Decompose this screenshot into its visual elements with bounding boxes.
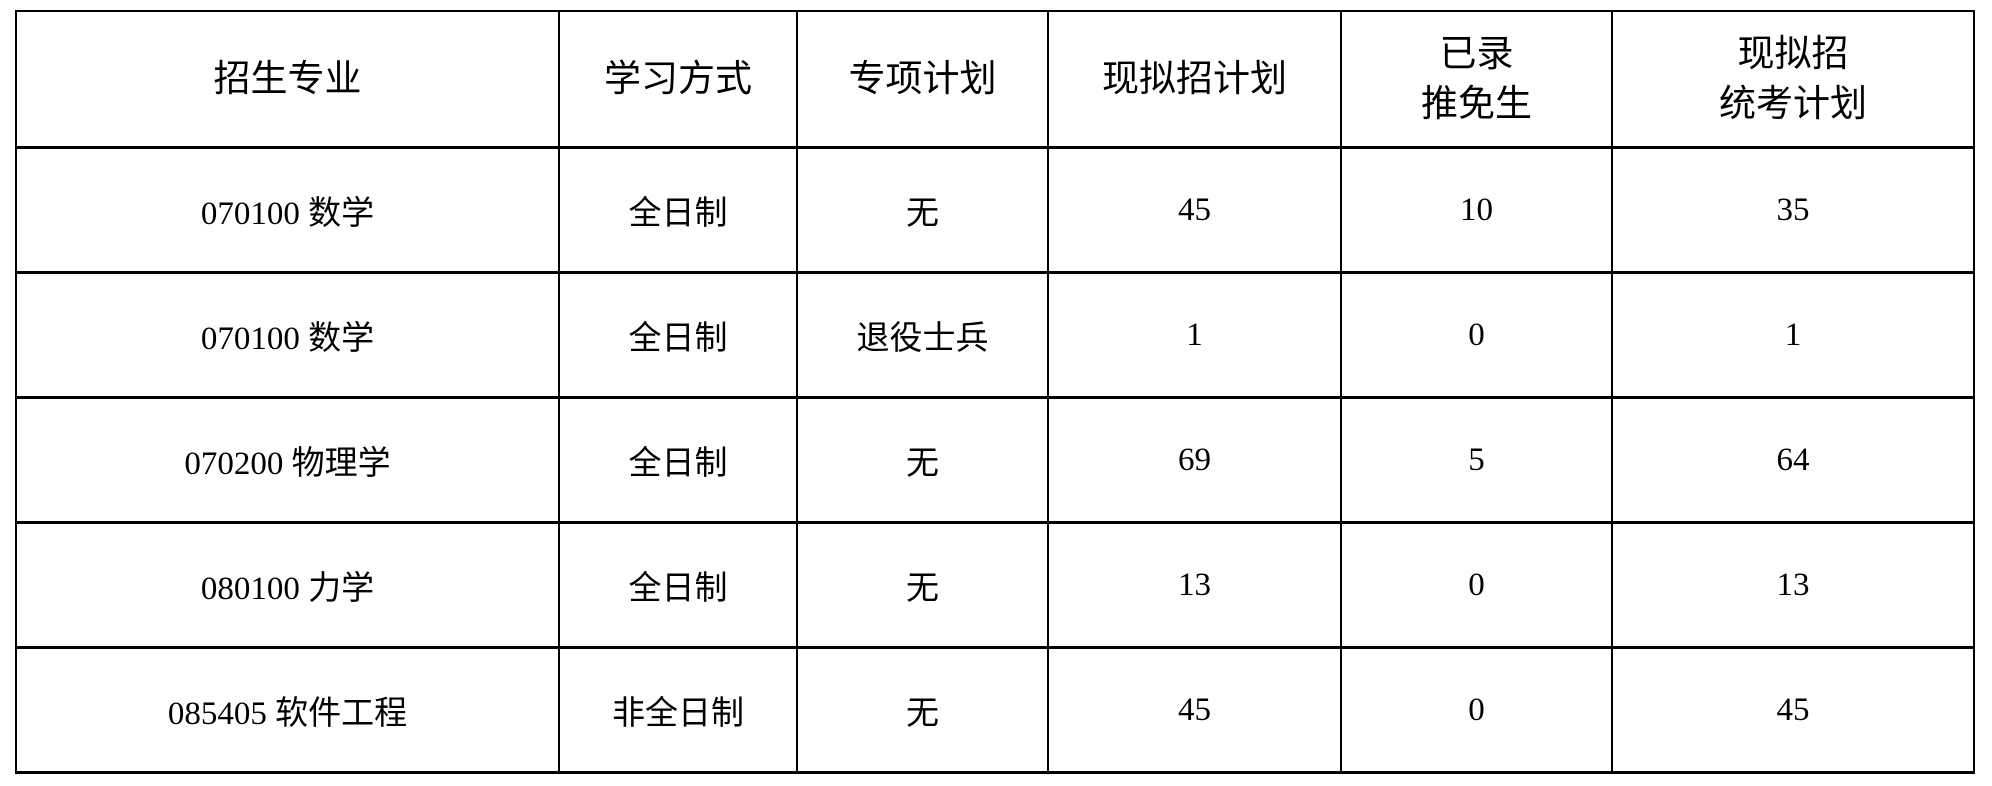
cell-admitted-recommended: 0 bbox=[1340, 646, 1613, 774]
header-planned-quota: 现拟招计划 bbox=[1047, 10, 1342, 149]
cell-special-plan: 无 bbox=[796, 146, 1049, 274]
cell-planned-quota: 13 bbox=[1047, 521, 1342, 649]
header-exam-quota: 现拟招 统考计划 bbox=[1611, 10, 1975, 149]
cell-planned-quota: 45 bbox=[1047, 146, 1342, 274]
cell-special-plan: 退役士兵 bbox=[796, 271, 1049, 399]
cell-study-mode: 全日制 bbox=[558, 521, 798, 649]
cell-major: 070100 数学 bbox=[15, 146, 560, 274]
header-text: 学习方式 bbox=[604, 57, 752, 100]
cell-special-plan: 无 bbox=[796, 396, 1049, 524]
cell-admitted-recommended: 0 bbox=[1340, 271, 1613, 399]
header-text: 已录 bbox=[1439, 32, 1514, 75]
header-admitted-recommended: 已录 推免生 bbox=[1340, 10, 1613, 149]
header-text: 统考计划 bbox=[1719, 82, 1867, 125]
cell-admitted-recommended: 0 bbox=[1340, 521, 1613, 649]
cell-exam-quota: 35 bbox=[1611, 146, 1975, 274]
cell-major: 080100 力学 bbox=[15, 521, 560, 649]
cell-planned-quota: 69 bbox=[1047, 396, 1342, 524]
header-text: 推免生 bbox=[1421, 82, 1532, 125]
cell-major: 085405 软件工程 bbox=[15, 646, 560, 774]
table-row: 070100 数学 全日制 退役士兵 1 0 1 bbox=[15, 271, 1975, 399]
table-row: 070200 物理学 全日制无 69 5 64 bbox=[15, 396, 1975, 524]
table-row: 070100 数学 全日制无 45 10 35 bbox=[15, 146, 1975, 274]
header-row: 招生专业 学习方式 专项计划 现拟招计划 已录推免生 现拟招统考计划 bbox=[15, 10, 1975, 149]
cell-exam-quota: 1 bbox=[1611, 271, 1975, 399]
cell-study-mode: 全日制 bbox=[558, 271, 798, 399]
cell-special-plan: 无 bbox=[796, 646, 1049, 774]
cell-planned-quota: 45 bbox=[1047, 646, 1342, 774]
cell-major: 070200 物理学 bbox=[15, 396, 560, 524]
cell-study-mode: 全日制 bbox=[558, 396, 798, 524]
cell-major: 070100 数学 bbox=[15, 271, 560, 399]
cell-exam-quota: 13 bbox=[1611, 521, 1975, 649]
cell-planned-quota: 1 bbox=[1047, 271, 1342, 399]
header-major: 招生专业 bbox=[15, 10, 560, 149]
header-text: 专项计划 bbox=[848, 57, 997, 100]
cell-special-plan: 无 bbox=[796, 521, 1049, 649]
cell-admitted-recommended: 5 bbox=[1340, 396, 1613, 524]
table-body: 070100 数学 全日制无 45 10 35 070100 数学 全日制 退役士兵 1 0 1 07… bbox=[15, 146, 1975, 774]
cell-admitted-recommended: 10 bbox=[1340, 146, 1613, 274]
header-text: 现拟招 bbox=[1737, 32, 1849, 75]
header-special-plan: 专项计划 bbox=[796, 10, 1049, 149]
table-row: 085405 软件工程 非全日制无 45 0 45 bbox=[15, 646, 1975, 774]
header-study-mode: 学习方式 bbox=[558, 10, 798, 149]
cell-exam-quota: 64 bbox=[1611, 396, 1975, 524]
header-text: 招生专业 bbox=[213, 57, 362, 100]
header-text: 现拟招计划 bbox=[1102, 57, 1287, 100]
cell-study-mode: 全日制 bbox=[558, 146, 798, 274]
table-row: 080100 力学 全日制无 13 0 13 bbox=[15, 521, 1975, 649]
cell-study-mode: 非全日制 bbox=[558, 646, 798, 774]
cell-exam-quota: 45 bbox=[1611, 646, 1975, 774]
enrollment-plan-table: 招生专业 学习方式 专项计划 现拟招计划 已录推免生 现拟招统考计划 07010… bbox=[15, 10, 1975, 774]
